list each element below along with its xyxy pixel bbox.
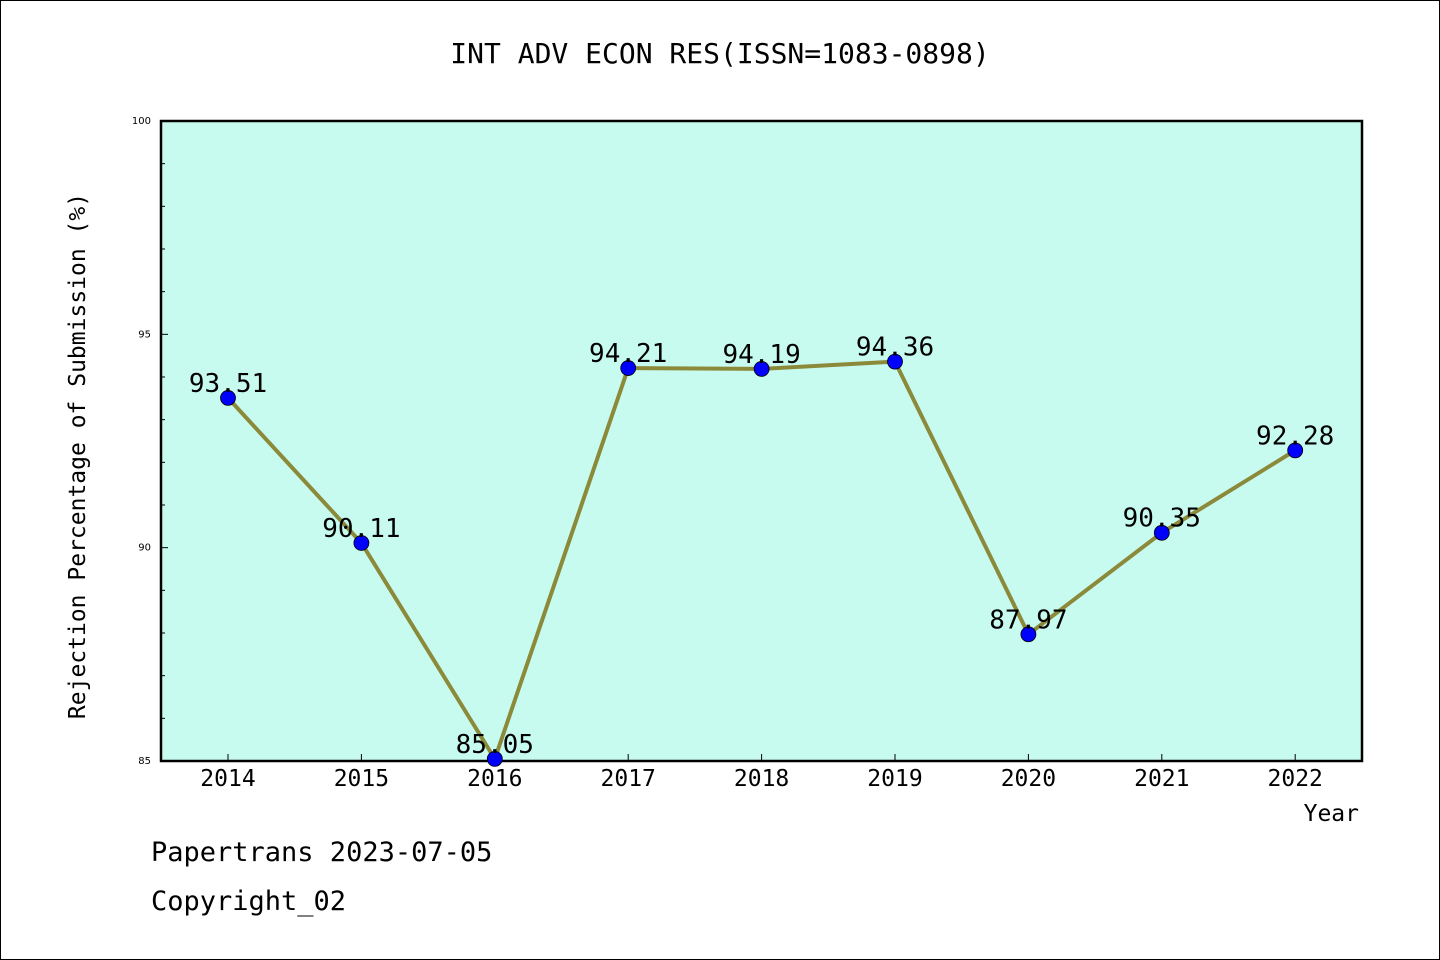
y-tick-label: 85 [138, 756, 151, 767]
x-tick-label: 2021 [1134, 766, 1189, 792]
x-axis-label: Year [1304, 801, 1359, 827]
y-tick-label: 100 [132, 116, 151, 127]
data-point [353, 535, 370, 551]
data-label: 85.05 [456, 730, 534, 760]
data-point [887, 353, 903, 370]
x-tick-label: 2015 [334, 766, 389, 792]
data-point [1287, 442, 1304, 459]
x-tick-label: 2016 [467, 766, 522, 792]
chart-title: INT ADV ECON RES(ISSN=1083-0898) [450, 37, 990, 70]
data-label: 94.19 [722, 340, 800, 370]
data-labels: 93.51 90.11 85.05 94.21 94.19 94.36 87.97 90.35… [189, 333, 1334, 760]
data-label: 90.35 [1123, 504, 1201, 534]
y-axis-label: Rejection Percentage of Submission (%) [65, 193, 91, 719]
footer-date: Papertrans 2023-07-05 [151, 837, 493, 868]
x-tick-label: 2020 [1001, 766, 1056, 792]
data-point [486, 750, 503, 767]
x-tick-label: 2017 [601, 766, 656, 792]
data-point [753, 360, 770, 377]
data-label: 90.11 [322, 514, 400, 544]
y-axis: 85 90 95 100 [132, 116, 168, 767]
series-markers [220, 353, 1304, 767]
x-axis: 2014 2015 2016 2017 2018 2019 2020 2021 2022 [200, 754, 1323, 792]
y-tick-label: 95 [138, 329, 151, 340]
data-label: 92.28 [1256, 421, 1334, 451]
x-tick-label: 2019 [867, 766, 922, 792]
data-label: 94.36 [856, 333, 934, 363]
footer-copyright: Copyright_02 [151, 886, 347, 917]
data-point [220, 390, 236, 406]
plot-area [159, 119, 1364, 763]
data-label: 93.51 [189, 369, 267, 399]
x-tick-label: 2014 [200, 766, 255, 792]
data-label: 87.97 [989, 605, 1067, 635]
data-label: 94.21 [589, 339, 667, 369]
data-point [1153, 524, 1170, 541]
data-point [1020, 626, 1037, 643]
data-point [620, 360, 637, 376]
x-tick-label: 2022 [1268, 766, 1323, 792]
y-tick-label: 90 [138, 543, 151, 554]
x-tick-label: 2018 [734, 766, 789, 792]
